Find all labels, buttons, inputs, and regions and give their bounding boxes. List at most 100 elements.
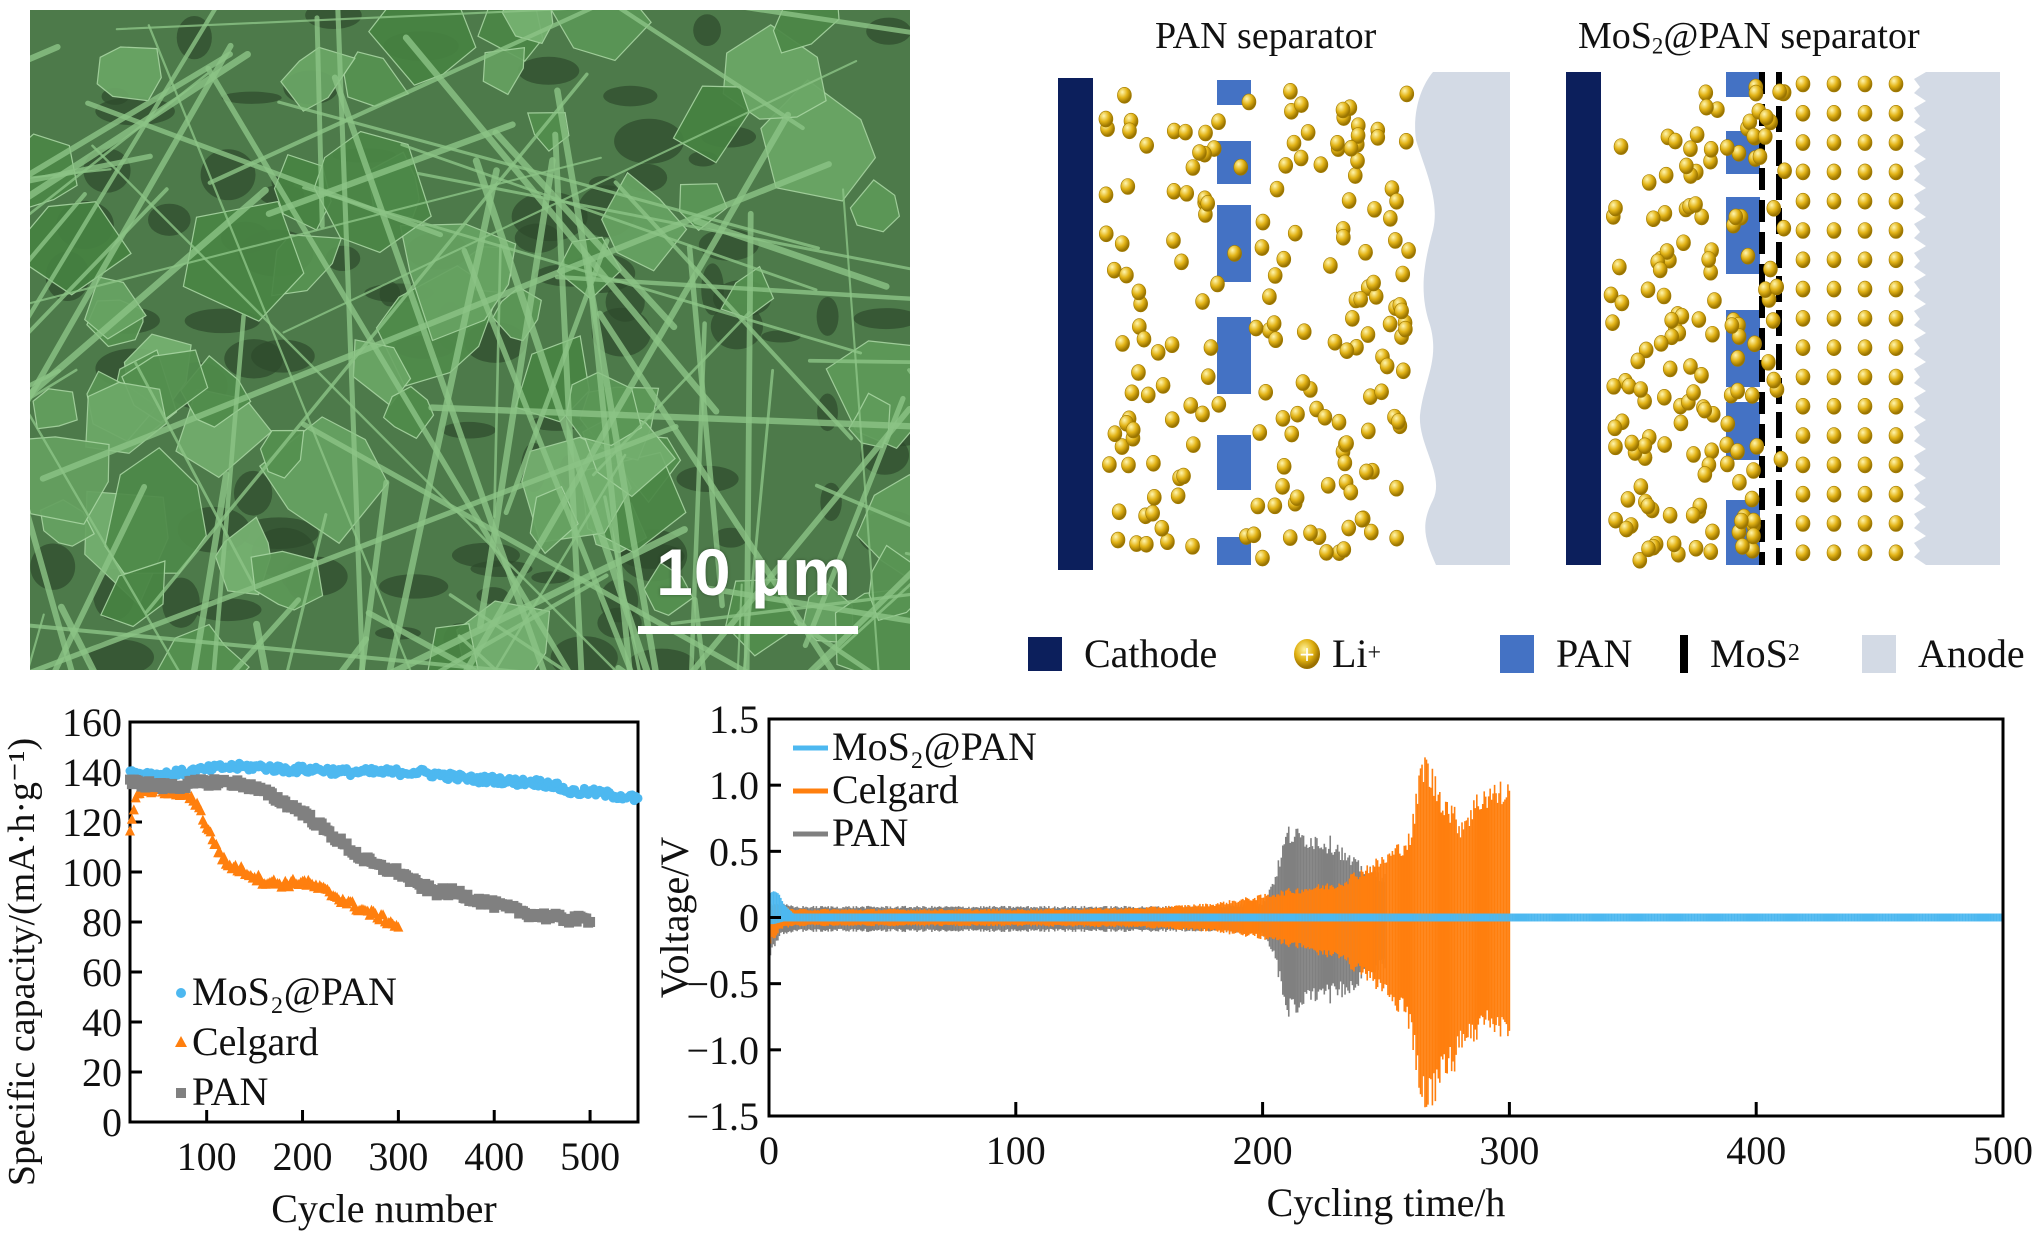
sem-fiber	[133, 360, 255, 586]
li-ion	[1766, 371, 1782, 389]
li-ion	[1284, 425, 1300, 443]
li-ion	[1115, 335, 1130, 352]
sem-fiber	[554, 274, 910, 301]
li-ion	[1183, 397, 1199, 414]
li-ion	[1857, 104, 1873, 122]
li-ion-icon: +	[1294, 638, 1320, 669]
li-ion	[1354, 511, 1370, 528]
sem-fiber	[437, 573, 609, 670]
li-ion	[1795, 456, 1811, 474]
li-ion	[1730, 382, 1745, 400]
sem-pore	[517, 56, 580, 85]
li-ion	[1186, 436, 1201, 453]
li-ion	[1795, 280, 1811, 298]
li-ion	[1367, 201, 1382, 218]
li-ion	[1211, 113, 1226, 131]
li-ion	[1795, 485, 1811, 503]
li-ion	[1120, 178, 1136, 195]
data-point-celgard	[125, 825, 135, 836]
li-ion	[1730, 443, 1745, 460]
li-ion	[1857, 310, 1873, 327]
pan-block	[1217, 205, 1251, 282]
sem-fiber	[30, 156, 602, 305]
sem-fiber	[232, 597, 302, 670]
li-ion	[1401, 242, 1416, 259]
li-ion	[1795, 104, 1811, 122]
sem-fiber	[286, 513, 328, 670]
li-ion	[1131, 283, 1147, 301]
li-ion	[1266, 315, 1282, 332]
data-point-celgard	[378, 909, 389, 920]
li-ion	[1276, 250, 1292, 268]
sem-pore	[550, 636, 618, 670]
li-ion	[1286, 134, 1302, 152]
sem-fiber	[115, 10, 568, 31]
li-ion	[1278, 157, 1294, 174]
li-ion	[1388, 232, 1403, 249]
li-ion	[1888, 515, 1904, 532]
li-ion	[1746, 527, 1761, 545]
li-ion	[1139, 535, 1154, 553]
li-ion	[1608, 199, 1623, 217]
sem-flake	[84, 276, 147, 340]
li-ion	[1607, 419, 1623, 437]
legend-item-cathode: Cathode	[1028, 630, 1217, 677]
li-ion	[1174, 253, 1189, 271]
y-axis-label: Voltage/V	[652, 837, 697, 999]
cathode-bar	[1058, 78, 1093, 570]
y-tick-label: 0	[739, 896, 759, 941]
li-ion	[1776, 219, 1792, 237]
sem-fiber	[30, 153, 153, 184]
sem-flake	[157, 623, 250, 670]
li-ion	[1747, 335, 1762, 353]
li-ion	[1124, 384, 1140, 402]
li-ion	[1795, 222, 1811, 239]
li-ion	[1394, 302, 1409, 320]
li-ion	[1398, 320, 1413, 338]
li-ion	[1888, 134, 1904, 151]
li-ion	[1258, 383, 1274, 401]
x-axis-label: Cycle number	[271, 1186, 497, 1231]
sem-fiber	[85, 100, 443, 238]
li-ion	[1178, 123, 1193, 141]
li-ion	[1763, 260, 1778, 278]
li-ion	[1176, 467, 1191, 485]
li-ion	[1765, 312, 1781, 329]
y-axis-label: Specific capacity/(mA·h·g⁻¹)	[1, 738, 43, 1186]
sem-fiber	[618, 10, 805, 131]
li-ion	[1826, 544, 1842, 562]
y-tick-label: 0	[102, 1100, 122, 1145]
li-ion	[1744, 490, 1760, 508]
sem-pore	[441, 421, 496, 439]
sem-fiber	[57, 603, 97, 670]
li-ion	[1699, 98, 1714, 116]
data-point-celgard	[195, 805, 206, 816]
li-ion	[1795, 544, 1811, 562]
x-tick-label: 100	[986, 1128, 1046, 1173]
y-tick-label: 100	[62, 850, 122, 895]
li-ion	[1826, 368, 1842, 386]
data-point-pan	[203, 780, 214, 791]
li-ion	[1703, 543, 1719, 561]
li-ion	[1795, 397, 1811, 415]
li-ion	[1857, 134, 1873, 151]
li-ion	[1347, 167, 1363, 184]
li-ion	[1888, 222, 1904, 239]
x-tick-label: 500	[560, 1134, 620, 1179]
pan-block	[1217, 317, 1251, 394]
li-ion	[1211, 396, 1227, 413]
sem-fiber	[492, 129, 678, 331]
data-point-pan	[351, 846, 362, 857]
li-ion	[1203, 339, 1219, 356]
li-ion	[1145, 504, 1160, 522]
li-ion	[1857, 75, 1873, 93]
li-ion	[1659, 243, 1675, 260]
li-ion	[1102, 456, 1117, 473]
li-ion	[1888, 192, 1904, 210]
li-ion	[1826, 397, 1842, 415]
li-ion	[1200, 195, 1216, 212]
sem-flake	[96, 46, 162, 102]
data-point-pan	[266, 788, 277, 799]
li-ion	[1290, 405, 1305, 423]
li-ion	[1098, 225, 1114, 243]
